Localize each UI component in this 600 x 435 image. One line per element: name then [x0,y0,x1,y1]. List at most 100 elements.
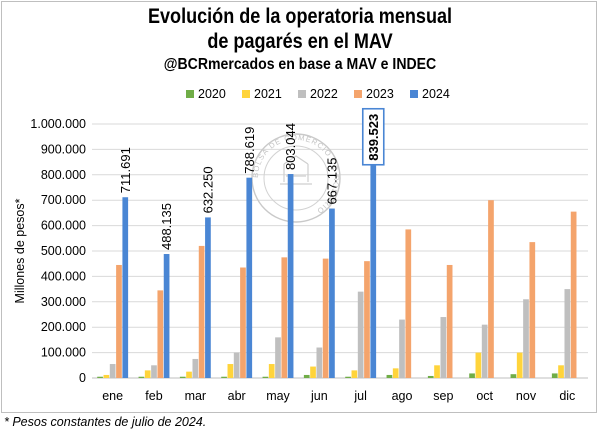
y-tick-label: 500.000 [41,244,86,258]
watermark-seal-inner [263,145,329,211]
y-tick-label: 100.000 [41,346,86,360]
bar-2020-dic [551,373,558,378]
data-label-box [361,107,385,166]
bar-2024-jul [370,164,377,378]
x-tick-label: jul [353,389,367,403]
legend-swatch-2021 [242,90,250,98]
bar-2023-dic [570,211,577,378]
bar-2020-nov [510,374,517,378]
x-tick-label: nov [516,389,537,403]
data-label: 788.619 [242,127,257,174]
footnote: * Pesos constantes de julio de 2024. [4,415,207,429]
data-label: 711.691 [118,147,133,193]
bar-2024-mar [205,217,211,378]
bar-2021-feb [144,370,151,378]
y-tick-label: 600.000 [41,219,86,233]
legend-label-2021: 2021 [254,87,282,101]
bar-2020-abr [221,376,227,378]
bar-2020-feb [138,376,145,378]
bar-2023-jul [364,261,370,378]
legend-swatch-2020 [186,90,194,98]
bar-2023-ago [405,229,412,378]
bar-2022-ene [109,364,116,378]
data-label-text: 632.250 [200,166,215,213]
x-tick-label: may [266,389,290,403]
chart-subtitle: @BCRmercados en base a MAV e INDEC [163,56,437,73]
legend-swatch-2024 [410,90,418,98]
bar-2021-ago [392,368,399,378]
data-label: 667.135 [324,158,339,205]
bar-2022-sep [440,317,447,378]
bar-2022-dic [564,289,571,378]
x-tick-label: dic [559,389,575,403]
bar-2022-feb [151,365,157,378]
bar-2021-may [268,364,275,378]
data-label-text: 839.523 [366,114,381,161]
legend-label-2022: 2022 [310,87,338,101]
bar-2021-oct [475,352,482,378]
bar-2020-ene [97,376,103,378]
data-label-text: 803.044 [283,123,298,170]
watermark-emblem [280,155,312,185]
bar-2021-ene [103,374,110,378]
data-label-text: 711.691 [118,147,133,193]
bar-2022-oct [481,324,488,378]
data-label: 803.044 [283,123,298,170]
legend-label-2023: 2023 [366,87,394,101]
bar-2020-mar [179,376,186,378]
bar-2021-dic [558,365,564,378]
bar-2022-nov [523,299,529,378]
x-tick-label: mar [185,389,207,403]
y-axis-label: Millones de pesos* [13,198,27,303]
bar-2023-mar [198,245,205,378]
legend-label-2024: 2024 [422,87,450,101]
y-tick-label: 700.000 [41,193,86,207]
x-tick-label: ago [392,389,413,403]
bar-2021-nov [516,352,523,378]
bar-2022-jun [316,347,323,378]
bar-2023-oct [488,200,494,378]
data-label-text: 488.135 [159,203,174,250]
x-tick-label: jun [310,389,328,403]
bar-2023-jun [322,258,329,378]
bar-2021-jun [310,366,316,378]
bar-2024-abr [246,177,253,378]
data-label: 488.135 [159,203,174,250]
bar-2021-mar [186,371,192,378]
legend-swatch-2022 [298,90,306,98]
bar-2024-ene [122,197,129,378]
bar-2023-may [281,257,288,378]
y-tick-label: 800.000 [41,168,86,182]
x-tick-label: sep [433,389,453,403]
bar-2021-jul [351,370,358,378]
bar-2023-feb [157,290,164,378]
bar-2022-may [275,337,281,378]
data-label: 632.250 [200,166,215,213]
bar-2022-jul [357,291,364,378]
bar-2020-jun [303,374,310,378]
bar-2022-abr [233,352,240,378]
bar-2020-may [262,376,269,378]
legend-swatch-2023 [354,90,362,98]
y-tick-label: 400.000 [41,269,86,283]
bar-2022-mar [192,358,199,378]
bar-2024-may [287,174,294,378]
data-label-highlighted: 839.523 [361,107,385,166]
x-tick-label: feb [145,389,162,403]
bar-2020-ago [386,374,393,378]
y-tick-label: 900.000 [41,142,86,156]
chart-title-line2: de pagarés en el MAV [207,30,393,53]
bar-2020-oct [469,373,475,378]
x-tick-label: abr [228,389,246,403]
y-tick-label: 0 [79,371,86,385]
legend-label-2020: 2020 [198,87,226,101]
bar-2023-nov [529,242,536,378]
x-tick-label: oct [476,389,493,403]
y-tick-label: 300.000 [41,295,86,309]
bar-2020-sep [427,375,434,378]
chart-title: Evolución de la operatoria mensual [147,5,453,28]
bar-2021-abr [227,364,234,378]
bar-2022-ago [399,319,405,378]
x-tick-label: ene [102,389,123,403]
